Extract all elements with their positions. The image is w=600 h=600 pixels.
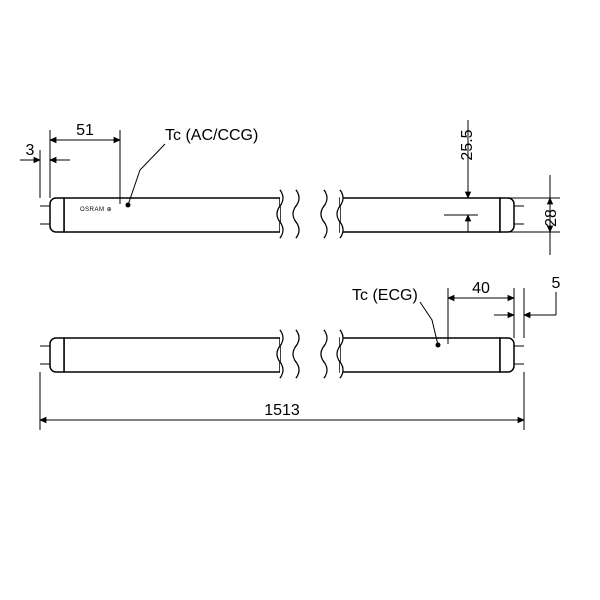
dim-diameter-label: 28 [543, 209, 560, 227]
tube-bottom [40, 328, 524, 382]
brand-mark: OSRAM ⊕ [80, 207, 112, 213]
dim-cap-offset-top-label: 51 [76, 122, 94, 139]
tube-bottom-body-right [340, 338, 500, 372]
dim-pin-depth-top: 3 [20, 142, 70, 198]
dim-half-diameter: 25.5 [444, 120, 478, 232]
dim-pin-depth-top-label: 3 [26, 142, 35, 159]
dim-pin-depth-bottom-label: 5 [552, 275, 561, 292]
tc-label-bottom-text: Tc (ECG) [352, 287, 418, 304]
tc-label-top-text: Tc (AC/CCG) [165, 127, 258, 144]
tc-label-bottom: Tc (ECG) [352, 287, 438, 345]
tube-top-cap-left [50, 198, 64, 232]
tube-bottom-cap-right [500, 338, 514, 372]
tube-top-cap-right [500, 198, 514, 232]
dimension-drawing: OSRAM ⊕ 3 51 Tc (AC/CCG) 25.5 [0, 0, 600, 600]
dim-cap-offset-bottom: 40 [448, 280, 514, 344]
dim-cap-offset-bottom-label: 40 [472, 280, 490, 297]
tube-bottom-cap-left [50, 338, 64, 372]
dim-overall-length-label: 1513 [264, 402, 300, 419]
dim-cap-offset-top: 51 [50, 122, 120, 204]
tube-top-body-left [64, 198, 280, 232]
dim-pin-depth-bottom: 5 [494, 275, 561, 338]
tube-bottom-body-left [64, 338, 280, 372]
tc-label-top: Tc (AC/CCG) [128, 127, 258, 205]
dim-half-diameter-label: 25.5 [459, 129, 476, 160]
